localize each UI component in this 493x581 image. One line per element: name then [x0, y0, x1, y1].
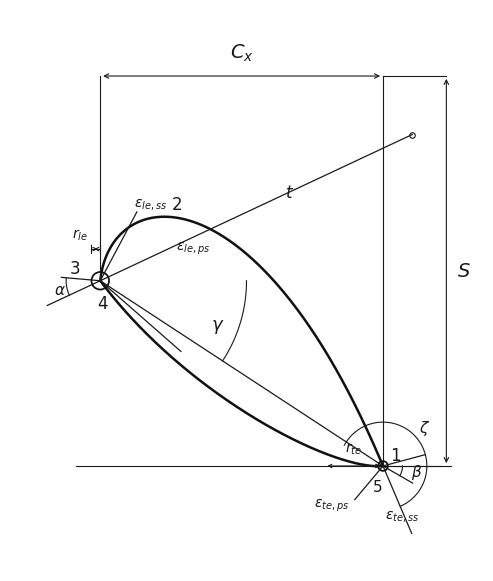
Text: $r_{le}$: $r_{le}$ — [71, 228, 88, 243]
Text: $\beta$: $\beta$ — [411, 463, 423, 482]
Text: 2: 2 — [172, 196, 182, 214]
Text: 5: 5 — [373, 480, 383, 494]
Text: $\varepsilon_{le,ps}$: $\varepsilon_{le,ps}$ — [176, 241, 210, 257]
Text: $\varepsilon_{te,ss}$: $\varepsilon_{te,ss}$ — [386, 510, 420, 525]
Text: $\varepsilon_{te,ps}$: $\varepsilon_{te,ps}$ — [314, 498, 349, 514]
Text: $C_x$: $C_x$ — [230, 42, 253, 64]
Text: $\zeta$: $\zeta$ — [419, 419, 430, 437]
Text: 4: 4 — [98, 295, 108, 313]
Text: $t$: $t$ — [285, 184, 294, 202]
Text: $\gamma$: $\gamma$ — [211, 318, 225, 336]
Text: 1: 1 — [390, 447, 401, 465]
Text: $\varepsilon_{le,ss}$: $\varepsilon_{le,ss}$ — [135, 198, 168, 213]
Text: $\alpha$: $\alpha$ — [54, 282, 66, 297]
Text: 3: 3 — [70, 260, 81, 278]
Text: $r_{te}$: $r_{te}$ — [345, 442, 362, 457]
Text: $S$: $S$ — [457, 261, 471, 281]
